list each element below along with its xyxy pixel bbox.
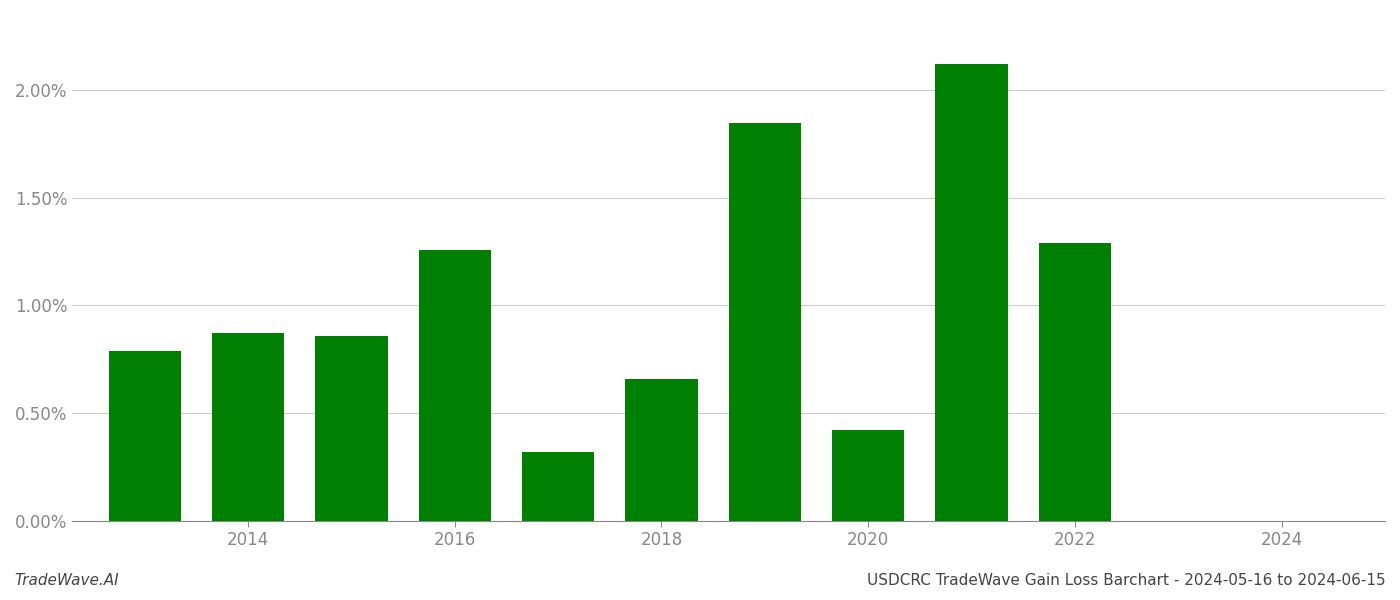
Bar bbox=[315, 335, 388, 521]
Bar bbox=[1039, 243, 1112, 521]
Bar bbox=[935, 64, 1008, 521]
Bar bbox=[522, 452, 595, 521]
Bar bbox=[832, 430, 904, 521]
Bar bbox=[419, 250, 491, 521]
Bar bbox=[109, 350, 181, 521]
Bar bbox=[626, 379, 697, 521]
Bar bbox=[728, 122, 801, 521]
Bar bbox=[211, 334, 284, 521]
Text: USDCRC TradeWave Gain Loss Barchart - 2024-05-16 to 2024-06-15: USDCRC TradeWave Gain Loss Barchart - 20… bbox=[868, 573, 1386, 588]
Text: TradeWave.AI: TradeWave.AI bbox=[14, 573, 119, 588]
